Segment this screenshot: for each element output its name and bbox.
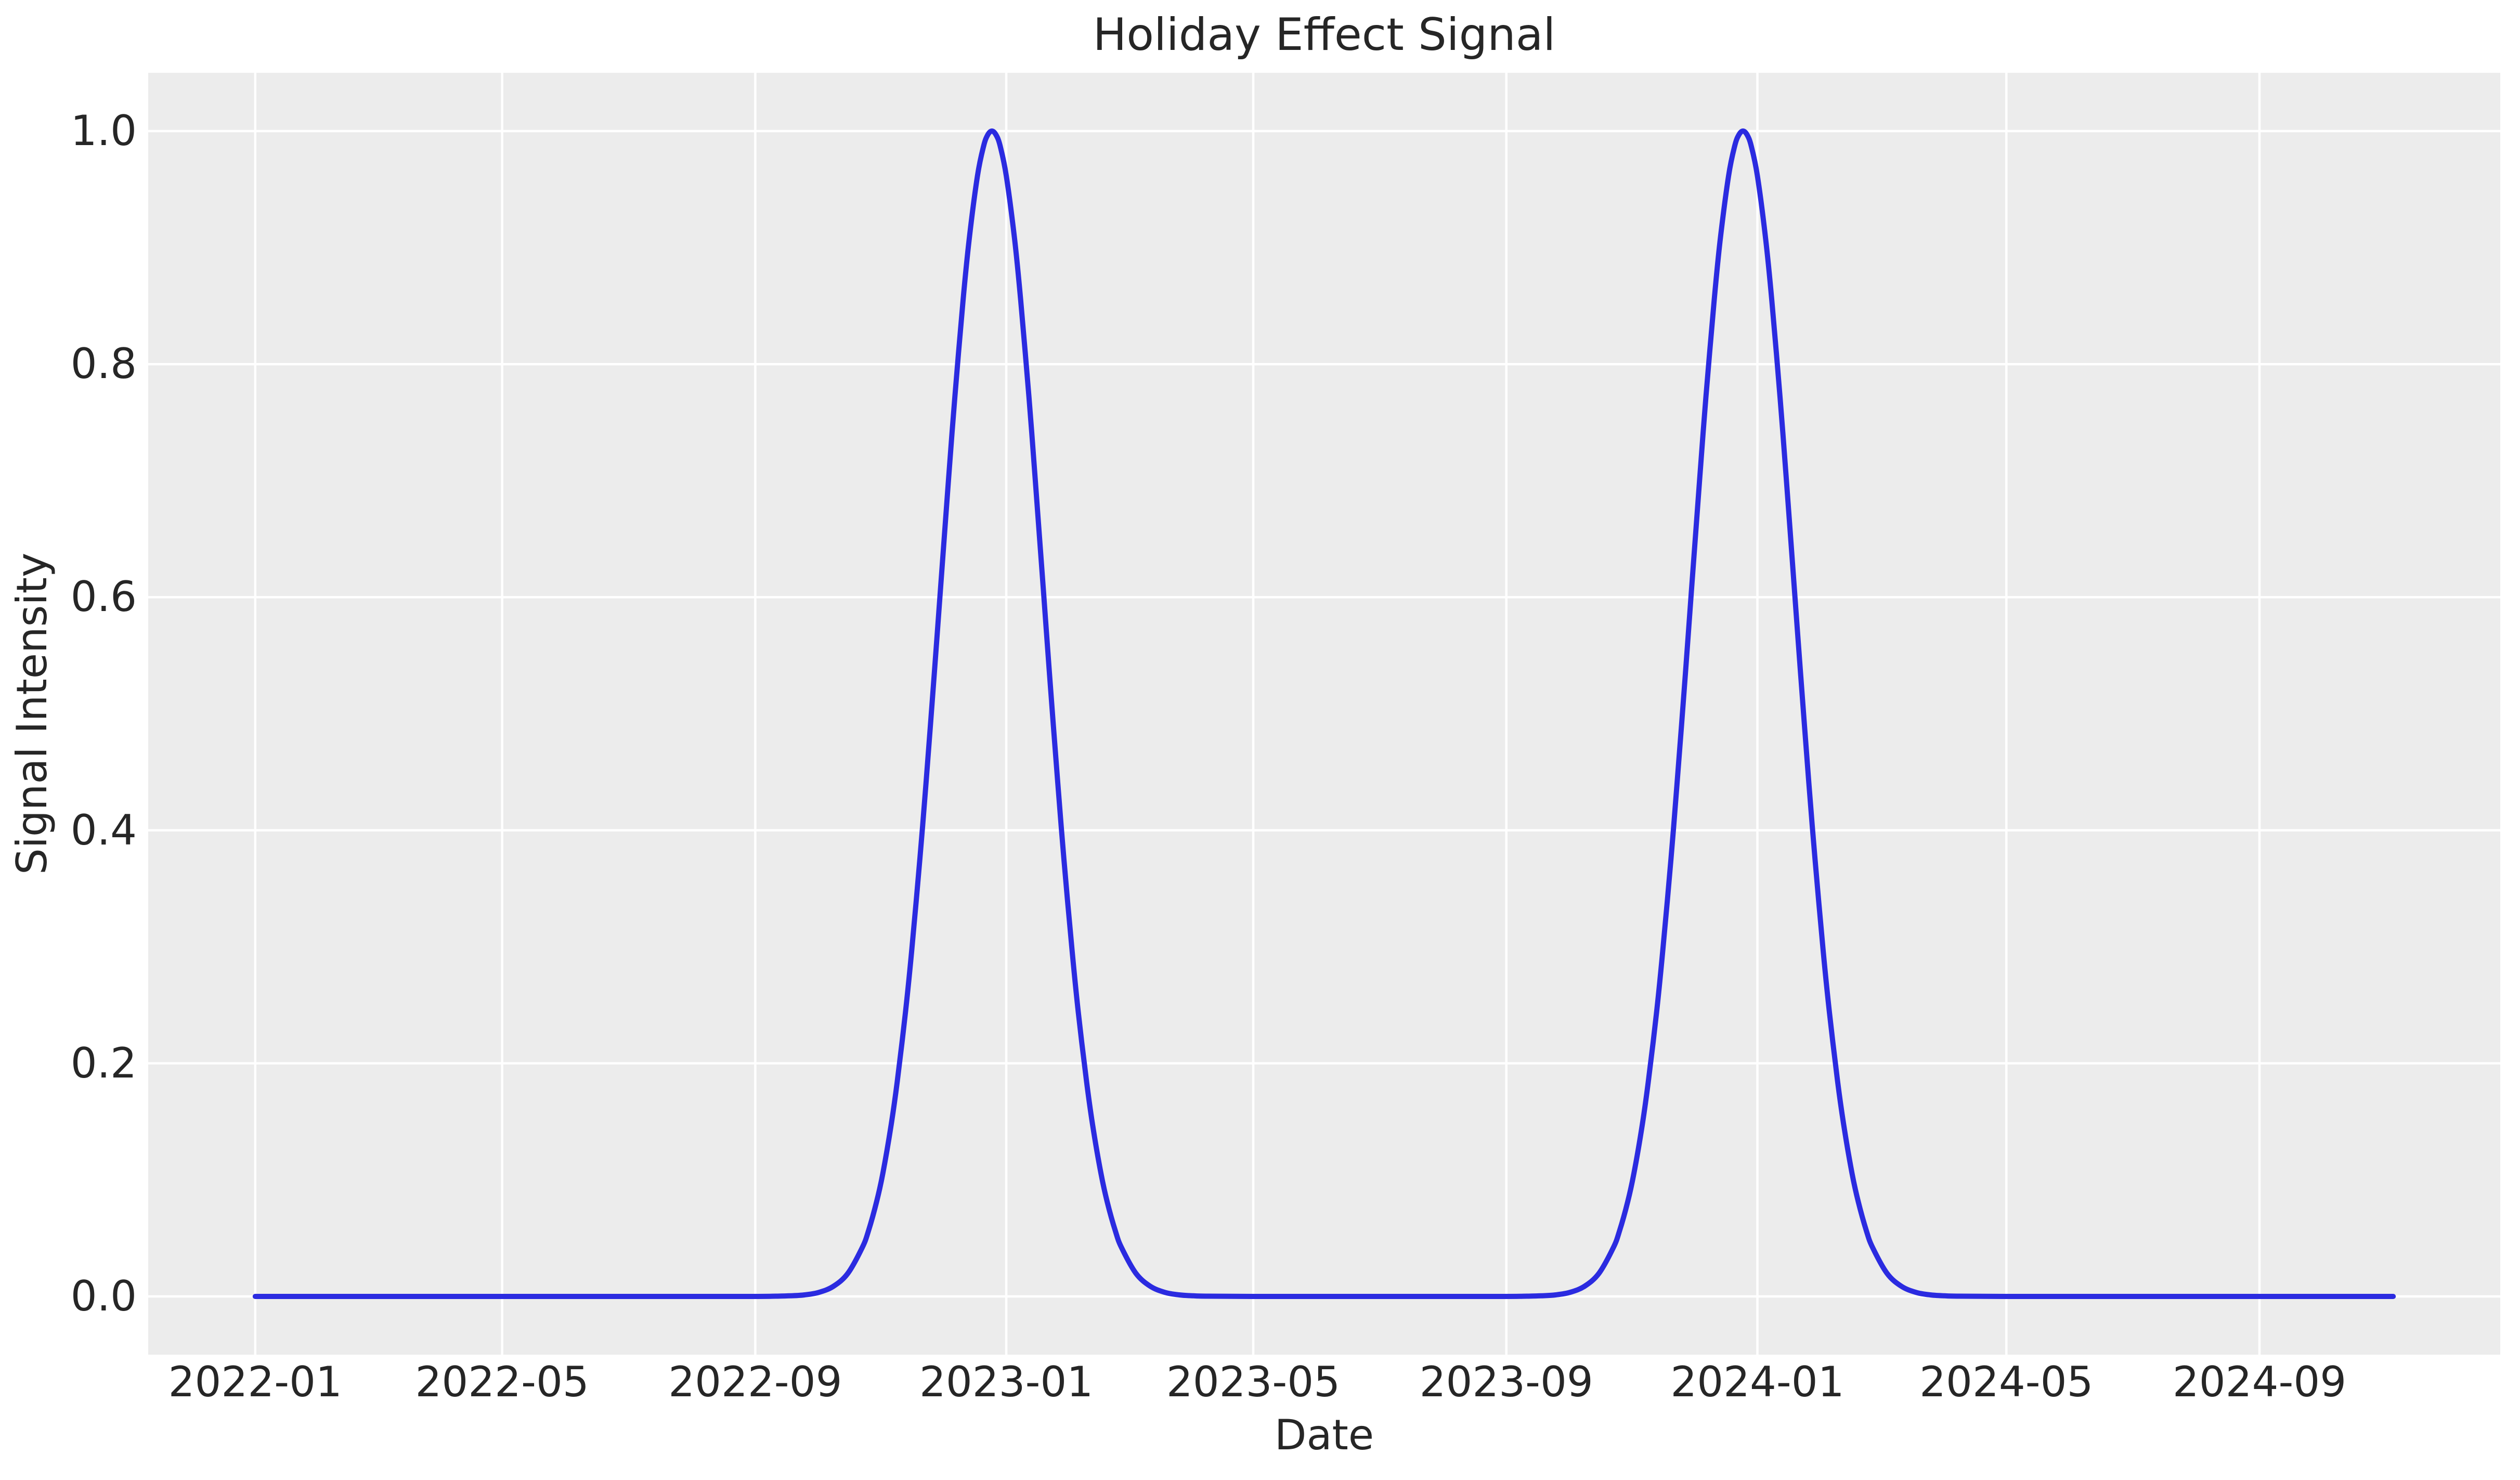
x-tick-label: 2022-09 — [668, 1358, 842, 1406]
x-tick-label: 2023-09 — [1419, 1358, 1593, 1406]
series-line-holiday_effect_signal — [252, 128, 2396, 1300]
plot-area — [148, 73, 2500, 1355]
x-tick-label: 2023-01 — [919, 1358, 1094, 1406]
y-tick-label: 0.8 — [70, 340, 137, 388]
y-tick-label: 0.6 — [70, 573, 137, 621]
y-tick-label: 0.0 — [70, 1271, 137, 1320]
x-axis-label: Date — [1274, 1411, 1374, 1459]
y-tick-label: 1.0 — [70, 107, 137, 155]
y-tick-label: 0.4 — [70, 806, 137, 854]
chart-title: Holiday Effect Signal — [1093, 9, 1556, 61]
y-tick-label: 0.2 — [70, 1038, 137, 1087]
x-tick-label: 2022-05 — [415, 1358, 589, 1406]
x-tick-label: 2024-09 — [2172, 1358, 2347, 1406]
x-tick-label: 2023-05 — [1166, 1358, 1341, 1406]
x-tick-label: 2024-05 — [1919, 1358, 2094, 1406]
y-axis-label: Signal Intensity — [8, 552, 56, 875]
line-plot-canvas — [148, 73, 2500, 1355]
x-tick-label: 2024-01 — [1670, 1358, 1844, 1406]
x-tick-label: 2022-01 — [168, 1358, 342, 1406]
